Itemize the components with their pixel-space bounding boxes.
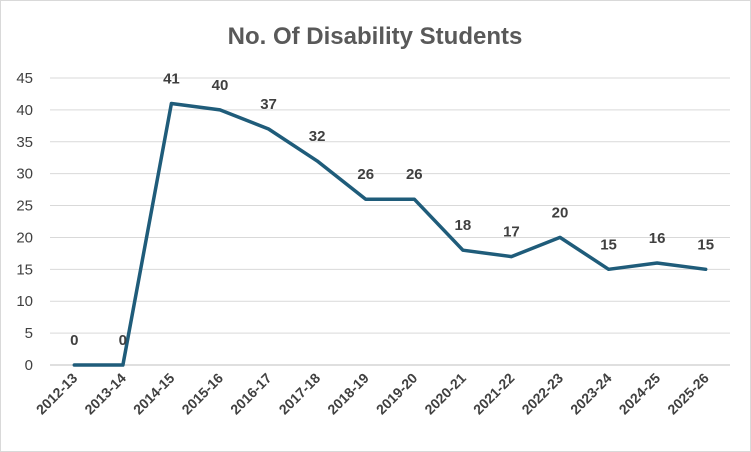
x-tick-label: 2014-15	[130, 370, 178, 418]
data-label: 40	[212, 77, 229, 94]
y-tick-label: 0	[25, 357, 33, 374]
x-tick-label: 2019-20	[373, 370, 421, 418]
x-tick-label: 2022-23	[518, 370, 566, 418]
data-label: 20	[552, 204, 569, 221]
grid-lines	[50, 77, 730, 366]
x-tick-label: 2024-25	[616, 370, 664, 418]
chart-title: No. Of Disability Students	[228, 23, 523, 50]
y-tick-label: 5	[25, 325, 33, 342]
x-tick-label: 2023-24	[567, 370, 615, 418]
x-tick-label: 2016-17	[227, 370, 275, 418]
x-axis-ticks: 2012-13 2013-14 2014-15 2015-16 2016-17 2017-…	[33, 370, 712, 418]
y-tick-label: 20	[16, 229, 33, 246]
x-tick-label: 2021-22	[470, 370, 518, 418]
y-tick-label: 25	[16, 198, 33, 215]
data-label: 18	[455, 217, 472, 234]
data-label: 26	[406, 166, 423, 183]
data-label: 37	[260, 96, 277, 113]
x-tick-label: 2025-26	[664, 370, 712, 418]
data-label: 0	[119, 332, 127, 349]
x-tick-label: 2018-19	[324, 370, 372, 418]
y-axis-ticks: 0 5 10 15 20 25 30 35 40 45	[16, 70, 33, 374]
data-labels: 0 0 41 40 37 32 26 26 18 17 20 15 16 15	[70, 71, 714, 349]
y-tick-label: 30	[16, 166, 33, 183]
x-tick-label: 2020-21	[421, 370, 469, 418]
y-tick-label: 45	[16, 70, 33, 87]
data-label: 41	[163, 71, 180, 88]
data-label: 26	[357, 166, 374, 183]
series-line	[72, 101, 708, 367]
y-tick-label: 35	[16, 134, 33, 151]
data-label: 32	[309, 128, 326, 145]
x-tick-label: 2013-14	[81, 370, 129, 418]
data-label: 15	[697, 236, 714, 253]
x-tick-label: 2012-13	[33, 370, 81, 418]
y-tick-label: 40	[16, 102, 33, 119]
y-tick-label: 10	[16, 293, 33, 310]
data-label: 15	[600, 236, 617, 253]
y-tick-label: 15	[16, 261, 33, 278]
x-tick-label: 2017-18	[276, 370, 324, 418]
data-label: 16	[649, 230, 666, 247]
x-tick-label: 2015-16	[178, 370, 226, 418]
data-label: 17	[503, 224, 520, 241]
data-label: 0	[70, 332, 78, 349]
